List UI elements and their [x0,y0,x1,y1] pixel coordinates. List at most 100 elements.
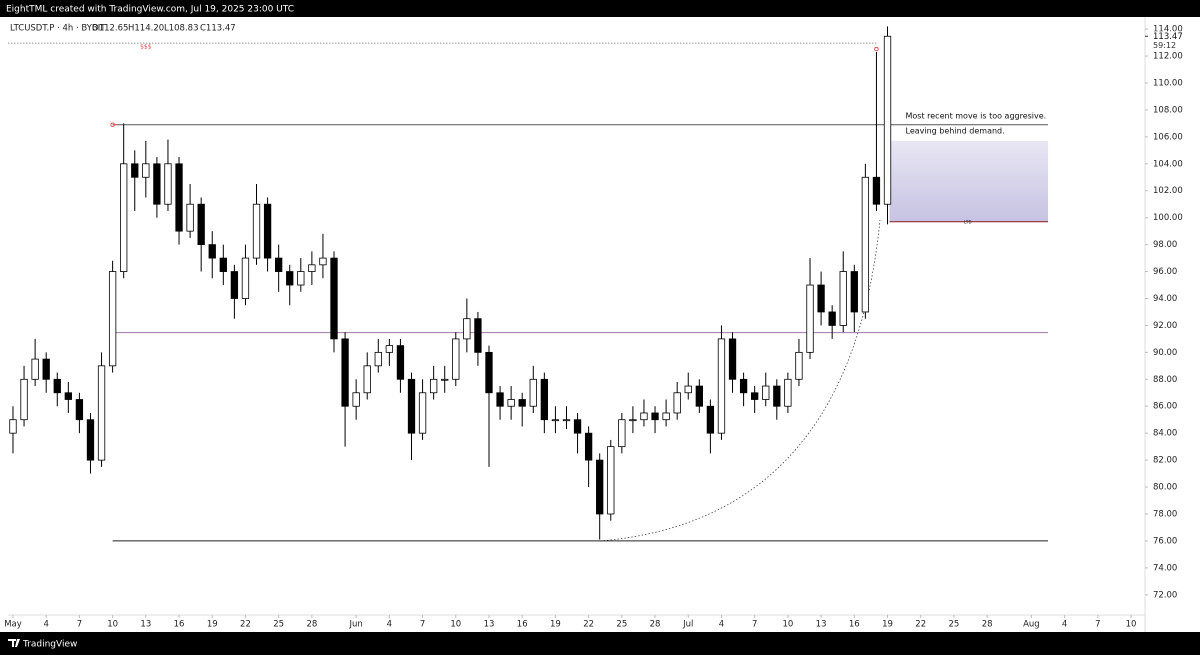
candle-body [507,399,515,407]
candle-body [496,392,504,407]
candle-body [673,392,681,414]
y-tick-label: 112.00 [1153,52,1183,62]
swing-marker [874,46,879,52]
candle-body [42,358,50,380]
candle-body [717,338,726,434]
candle-body [850,271,858,313]
x-tick-label: 19 [550,620,561,630]
brand-logo [8,639,20,647]
y-tick-label: 78.00 [1153,509,1177,519]
candle-body [817,284,825,313]
candle-body [429,378,438,394]
candle-body [64,392,72,400]
candle-body [385,345,394,353]
x-tick-label: 4 [1062,620,1067,630]
x-tick-label: 13 [140,620,151,630]
x-tick-label: 16 [517,620,528,630]
credit: EightTML created with TradingView.com, J… [6,5,294,15]
candle-body [518,399,526,407]
y-tick-label: 84.00 [1153,429,1177,439]
candle-body [706,405,715,434]
bottom-bar [0,632,1200,655]
y-tick-label: 90.00 [1153,348,1177,358]
candle-body [784,378,792,407]
x-tick-label: 22 [240,620,251,630]
x-tick-label: 13 [484,620,495,630]
candle-body [352,392,360,407]
y-tick-label: 74.00 [1153,563,1177,573]
candle-body [175,163,183,232]
x-tick-label: 16 [849,620,860,630]
candle-body [839,271,847,326]
candle-body [407,378,416,434]
x-tick-label: 7 [420,620,425,630]
x-tick-label: 28 [306,620,317,630]
y-tick-label: 76.00 [1153,536,1177,546]
last-price: 113.47 [1153,32,1183,42]
candle-body [164,163,172,205]
candle-body [474,318,482,353]
candle-body [330,257,338,340]
candle-body [573,419,582,434]
candle-body [762,385,770,400]
zone-shade [889,140,1049,222]
candle-body [396,345,405,380]
candle-body [452,338,460,380]
candle-body [640,412,648,421]
x-tick-label: 7 [752,620,757,630]
candle-body [562,419,571,422]
header-ohlc: O112.65 [92,24,128,34]
header-ohlc: C113.47 [200,24,236,34]
header-symbol: LTCUSDT.P · 4h · BYBIT [10,24,106,34]
candle-body [607,446,615,515]
candle-body [485,351,493,394]
candle-body [9,419,17,434]
candle-body [363,365,371,394]
candle-body [629,419,637,422]
x-tick-label: 19 [882,620,893,630]
x-tick-label: Jul [682,620,693,630]
candle-body [275,257,283,272]
candle-body [208,244,216,259]
candle-body [263,203,272,259]
candle-body [297,271,305,286]
candle-body [418,392,427,434]
y-tick-label: 98.00 [1153,240,1177,250]
candle-body [20,378,28,421]
x-tick-label: 13 [816,620,827,630]
candle-body [773,385,781,407]
candle-body [739,378,748,394]
brand: TradingView [22,640,77,650]
x-tick-label: 25 [273,620,284,630]
candle-body [751,392,759,400]
y-tick-label: 94.00 [1153,294,1177,304]
candle-body [584,432,593,461]
candle-body [684,385,692,394]
y-tick-label: 92.00 [1153,321,1177,331]
x-tick-label: 10 [450,620,461,630]
x-tick-label: 4 [387,620,392,630]
candle-body [53,378,61,394]
candle-body [529,378,537,407]
y-tick-label: 104.00 [1153,159,1183,169]
candle-body [540,378,548,421]
candle-body [618,419,626,448]
candle-body [241,257,250,299]
x-tick-label: 28 [982,620,993,630]
top-bar [0,0,1200,17]
candle-body [695,385,703,407]
candle-body [286,271,294,286]
zone-label: LTB [964,220,972,226]
x-tick-label: 10 [782,620,793,630]
candle-body [75,399,84,421]
candle-body [662,412,670,421]
y-tick-label: 80.00 [1153,483,1177,493]
y-tick-label: 86.00 [1153,402,1177,412]
x-tick-label: 10 [1126,620,1137,630]
candle-body [319,257,327,266]
last-price-bg [1149,31,1195,51]
candle-body [97,365,106,461]
x-tick-label: May [4,620,22,630]
